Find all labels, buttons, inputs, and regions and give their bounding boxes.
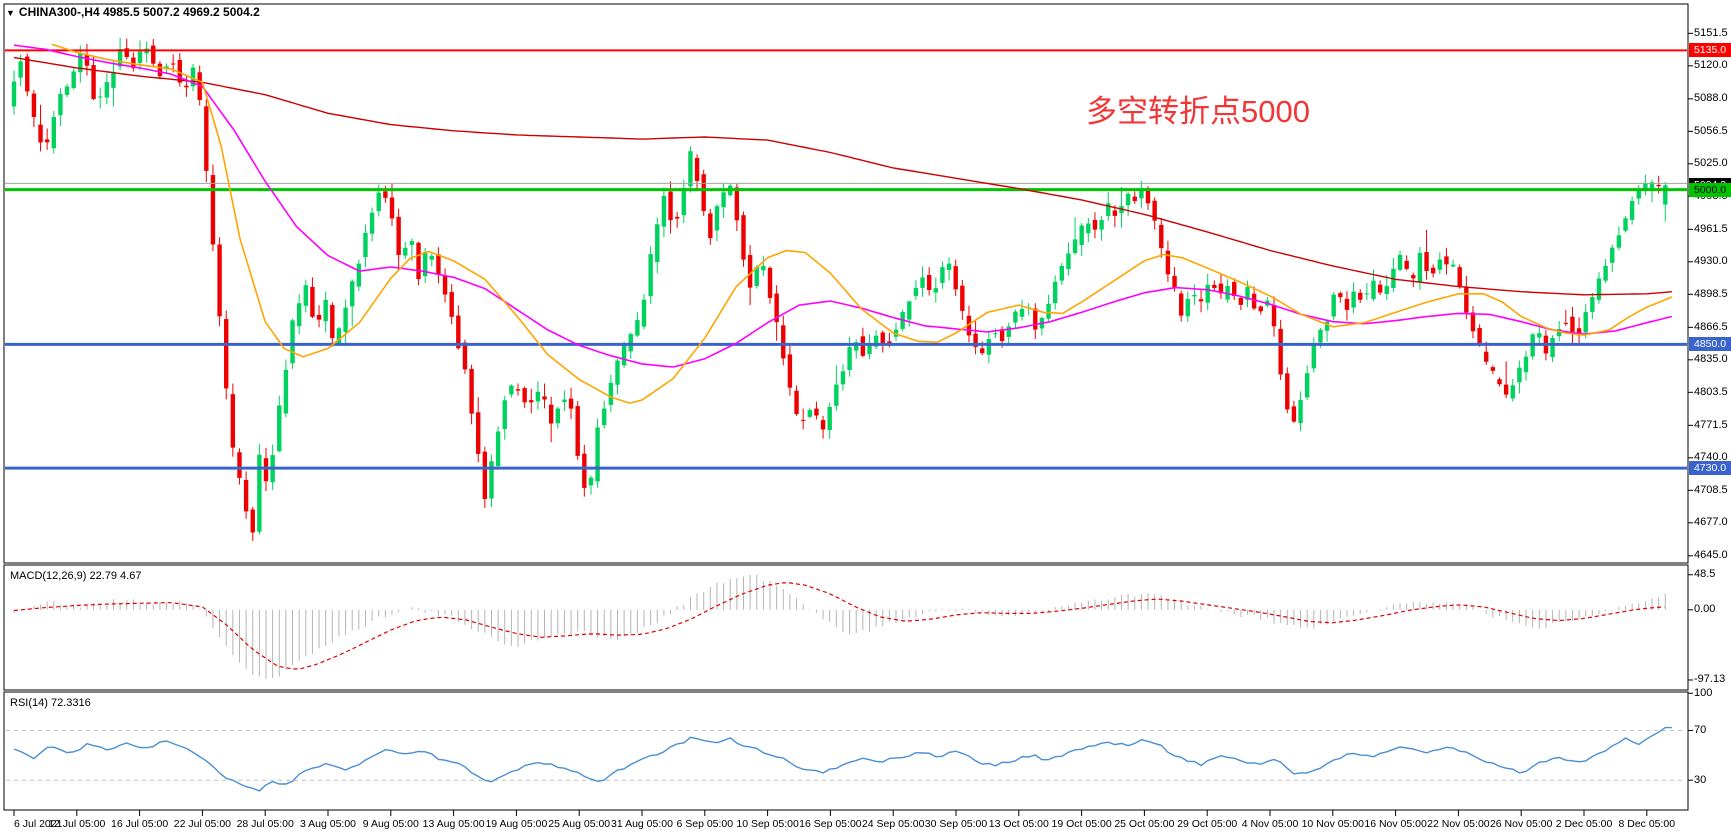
time-axis[interactable]: 6 Jul 2021 12 Jul 05:00 16 Jul 05:00 22 Jul… — [0, 816, 1731, 837]
trend-annotation: 多空转折点5000 — [1086, 94, 1310, 129]
x-axis-label: 28 Jul 05:00 — [236, 818, 294, 830]
y-axis-label: 48.5 — [1694, 568, 1716, 581]
x-axis-label: 4 Nov 05:00 — [1241, 818, 1299, 830]
x-axis-label: 25 Oct 05:00 — [1114, 818, 1175, 830]
x-axis-label: 2 Dec 05:00 — [1555, 818, 1613, 830]
price-badge-5135.0: 5135.0 — [1689, 43, 1731, 58]
x-axis-label: 22 Jul 05:00 — [173, 818, 231, 830]
y-axis-label: 5025.0 — [1694, 157, 1728, 170]
rsi-indicator-label: RSI(14) 72.3316 — [10, 697, 91, 709]
x-axis-label: 6 Jul 2021 — [14, 818, 63, 830]
y-axis-label: 100 — [1694, 686, 1713, 699]
panel-borders — [3, 3, 1689, 811]
y-axis-label: 4677.0 — [1694, 516, 1728, 529]
x-axis-label: 16 Sep 05:00 — [799, 818, 862, 830]
rsi-group — [6, 726, 1686, 792]
y-axis-label: 5088.0 — [1694, 92, 1728, 105]
macd-signal-line — [13, 582, 1665, 670]
ma-medium-magenta — [13, 44, 1673, 368]
x-axis-label: 19 Aug 05:00 — [485, 818, 548, 830]
y-axis-label: 4898.5 — [1694, 287, 1728, 300]
price-badge-4730.0: 4730.0 — [1689, 461, 1731, 476]
x-axis-label: 24 Sep 05:00 — [861, 818, 925, 830]
macd-indicator-label: MACD(12,26,9) 22.79 4.67 — [10, 570, 142, 582]
x-axis-label: 31 Aug 05:00 — [611, 818, 673, 830]
x-axis-label: 25 Aug 05:00 — [548, 818, 611, 830]
price-badge-4850.0: 4850.0 — [1689, 337, 1731, 352]
x-axis-label: 16 Nov 05:00 — [1364, 818, 1427, 830]
y-axis-label: 30 — [1694, 773, 1707, 786]
y-axis-label: 4645.0 — [1694, 549, 1728, 562]
y-axis-label: 4771.5 — [1694, 418, 1728, 431]
x-axis-label: 6 Sep 05:00 — [676, 818, 734, 830]
x-axis-label: 13 Aug 05:00 — [422, 818, 485, 830]
x-axis-label: 19 Oct 05:00 — [1051, 818, 1112, 830]
symbol-dropdown-icon[interactable]: ▼ — [6, 8, 15, 18]
y-axis-label: 5120.0 — [1694, 59, 1728, 72]
rsi-line — [13, 726, 1672, 792]
price-axis[interactable]: 5151.55120.05088.05056.55025.04993.54961… — [1689, 0, 1731, 837]
moving-averages — [13, 43, 1673, 404]
y-axis-label: 4835.0 — [1694, 353, 1728, 366]
symbol-ohlc-text: CHINA300-,H4 4985.5 5007.2 4969.2 5004.2 — [18, 5, 260, 19]
macd-group — [13, 574, 1666, 679]
x-axis-label: 8 Dec 05:00 — [1618, 818, 1676, 830]
axis-ticks — [13, 32, 1693, 816]
y-axis-label: 4961.5 — [1694, 222, 1728, 235]
x-axis-label: 10 Sep 05:00 — [736, 818, 799, 830]
y-axis-label: 4866.5 — [1694, 320, 1728, 333]
y-axis-label: 4803.5 — [1694, 385, 1728, 398]
y-axis-label: 70 — [1694, 724, 1707, 736]
x-axis-label: 10 Nov 05:00 — [1301, 818, 1365, 830]
x-axis-label: 12 Jul 05:00 — [48, 818, 106, 830]
x-axis-label: 29 Oct 05:00 — [1177, 818, 1238, 830]
x-axis-label: 13 Oct 05:00 — [988, 818, 1049, 830]
x-axis-label: 9 Aug 05:00 — [362, 818, 419, 830]
y-axis-label: 5056.5 — [1694, 124, 1728, 137]
candles-group — [11, 37, 1668, 541]
y-axis-label: 4708.5 — [1694, 483, 1728, 496]
y-axis-label: 4930.0 — [1694, 255, 1728, 268]
y-axis-label: -97.13 — [1694, 673, 1726, 686]
x-axis-label: 3 Aug 05:00 — [299, 818, 357, 830]
x-axis-label: 16 Jul 05:00 — [110, 818, 169, 830]
ma-long-red — [13, 56, 1672, 296]
horizontal-lines — [5, 49, 1687, 470]
y-axis-label: 0.00 — [1694, 603, 1716, 616]
x-axis-label: 30 Sep 05:00 — [924, 818, 988, 830]
x-axis-label: 22 Nov 05:00 — [1427, 818, 1490, 830]
y-axis-label: 5151.5 — [1694, 26, 1728, 39]
y-axis-label: 4740.0 — [1694, 451, 1728, 464]
symbol-info: ▼ CHINA300-,H4 4985.5 5007.2 4969.2 5004.… — [6, 5, 260, 19]
x-axis-label: 26 Nov 05:00 — [1489, 818, 1553, 830]
ma-short-orange — [51, 43, 1673, 404]
price-badge-5000.0: 5000.0 — [1689, 182, 1731, 197]
